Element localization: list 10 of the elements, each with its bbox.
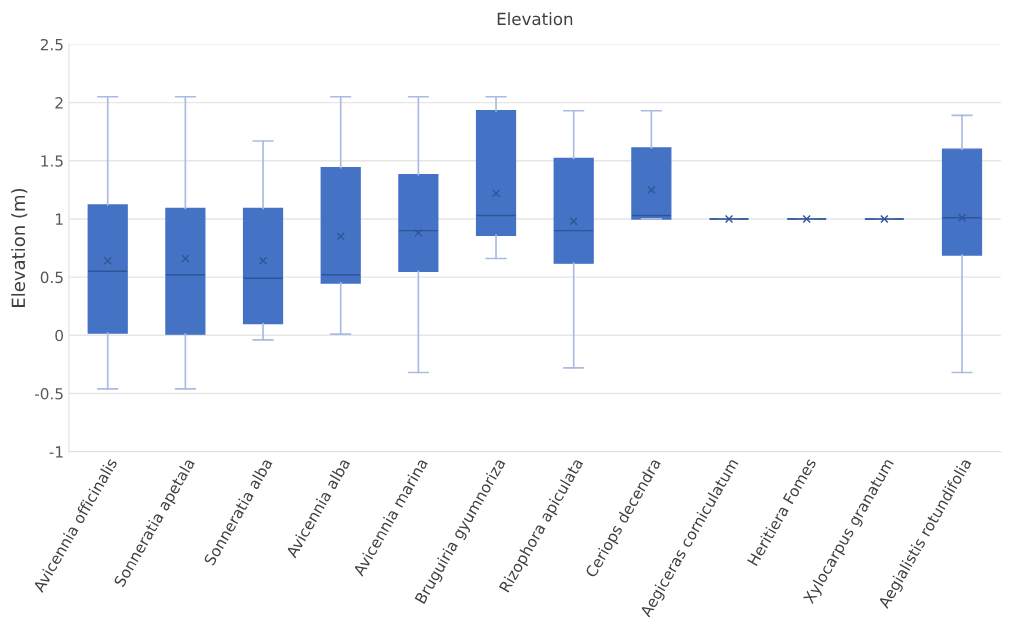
y-tick-label: 0.5 [40,271,63,284]
y-tick-label: -1 [49,446,63,458]
y-tick-label: 1 [55,213,63,225]
y-tick-label: 2.5 [40,38,63,51]
chart-title: Elevation [497,12,573,26]
y-tick-label: 0 [55,329,64,342]
y-tick-label: 1.5 [41,155,63,167]
y-tick-label: 2 [55,97,63,109]
y-tick-label: -0.5 [34,387,63,400]
y-axis-title: Elevation (m) [11,188,28,307]
